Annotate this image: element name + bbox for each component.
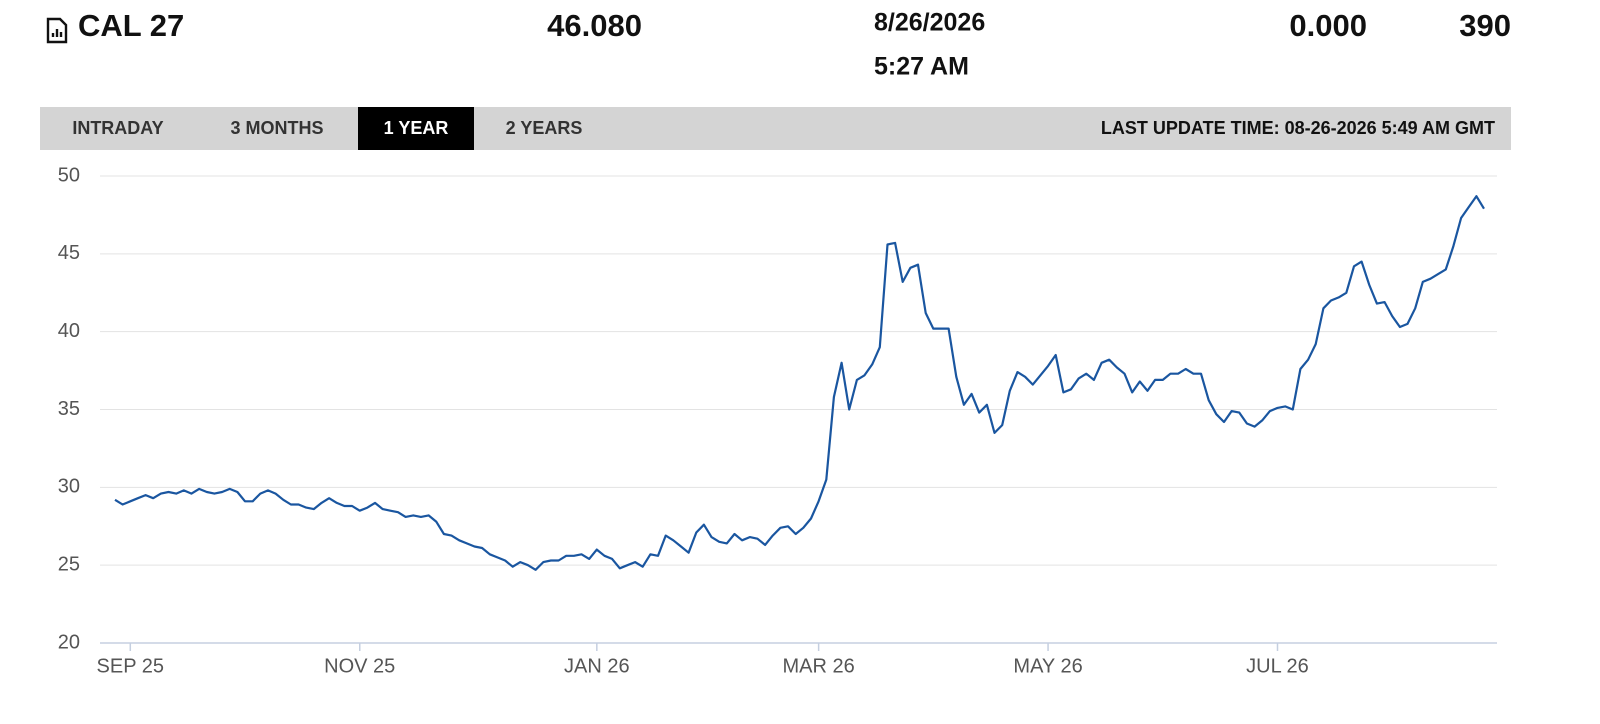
y-tick-label: 50 xyxy=(58,164,80,186)
x-tick-label: MAY 26 xyxy=(1013,655,1082,677)
tab[interactable]: 2 YEARS xyxy=(506,118,583,138)
x-tick-label: JUL 26 xyxy=(1246,655,1309,677)
price-line xyxy=(114,195,1485,571)
y-tick-label: 45 xyxy=(58,242,80,264)
y-tick-label: 20 xyxy=(58,631,80,653)
quote-time: 5:27 AM xyxy=(874,53,969,81)
plot: 20 25 30 35 40 45 50 SEP 25 NOV 25 JAN 26 MAR 26 MA… xyxy=(58,164,1497,677)
x-tick-label: NOV 25 xyxy=(324,655,395,677)
volume: 390 xyxy=(1459,8,1511,43)
tab[interactable]: INTRADAY xyxy=(72,118,163,138)
y-tick-label: 25 xyxy=(58,553,80,575)
tab[interactable]: 1 YEAR xyxy=(384,118,449,138)
last-price: 46.080 xyxy=(547,8,642,43)
quote-date: 8/26/2026 xyxy=(874,9,985,37)
tabs: INTRADAY 3 MONTHS 1 YEAR 2 YEARS xyxy=(72,107,582,150)
y-tick-label: 30 xyxy=(58,476,80,498)
tab-active-bg xyxy=(358,107,474,150)
change: 0.000 xyxy=(1289,8,1367,43)
y-tick-label: 35 xyxy=(58,398,80,420)
tab-bar xyxy=(40,107,1511,150)
y-tick-label: 40 xyxy=(58,320,80,342)
x-tick-label: JAN 26 xyxy=(564,655,630,677)
x-tick-label: SEP 25 xyxy=(97,655,164,677)
x-tick-label: MAR 26 xyxy=(782,655,854,677)
last-update: LAST UPDATE TIME: 08-26-2026 5:49 AM GMT xyxy=(1101,118,1495,138)
file-icon xyxy=(46,17,68,44)
symbol: CAL 27 xyxy=(78,8,184,43)
tab[interactable]: 3 MONTHS xyxy=(230,118,323,138)
